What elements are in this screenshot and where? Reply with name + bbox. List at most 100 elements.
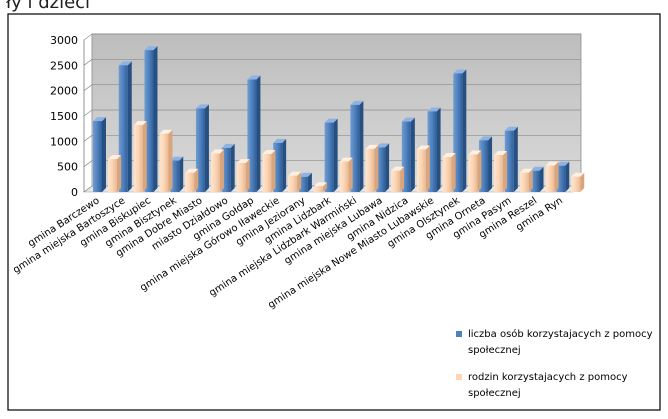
bar-side [271, 150, 276, 192]
bar [365, 148, 375, 192]
bar-side [513, 126, 518, 192]
bar-side [488, 136, 493, 192]
bar-side [400, 166, 405, 192]
bar-side [204, 104, 209, 192]
bar-side [451, 153, 456, 192]
bar-side [245, 159, 250, 192]
bar [144, 50, 154, 193]
bar-top [453, 69, 467, 74]
bar-top [298, 172, 312, 177]
bar-side [282, 138, 287, 192]
bar-side [297, 171, 302, 192]
bar-side [554, 161, 559, 192]
bar-top [247, 75, 261, 80]
bar-top [159, 129, 173, 134]
bar [556, 165, 566, 192]
bar-top [530, 166, 544, 171]
bar-top [468, 150, 482, 155]
bar-top [221, 143, 235, 148]
bar-top [185, 168, 199, 173]
bar [453, 73, 463, 192]
bar [170, 160, 180, 192]
bar-top [376, 143, 390, 148]
y-tick-label: 500 [57, 161, 78, 174]
bar-side [503, 151, 508, 192]
bar-top [494, 151, 508, 156]
bar-side [436, 107, 441, 192]
y-tick-label: 2500 [50, 59, 78, 72]
bar-top [170, 156, 184, 161]
bar-top [313, 182, 327, 187]
bar-side [127, 61, 132, 193]
bar-top [504, 126, 518, 131]
bar-side [230, 143, 235, 192]
bar-top [236, 159, 250, 164]
bar-top [262, 150, 276, 154]
bar-top [339, 157, 353, 162]
bar-top [571, 172, 585, 177]
bar [416, 149, 426, 192]
bar-side [219, 149, 224, 192]
bar-side [348, 157, 353, 192]
bar-side [410, 117, 415, 192]
bar-top [401, 117, 415, 122]
bar-side [117, 155, 121, 192]
bar-side [256, 75, 261, 192]
bar-side [153, 46, 158, 193]
bar [571, 176, 581, 192]
bar [195, 108, 205, 192]
bar [504, 130, 514, 192]
y-tick-label: 2000 [50, 85, 78, 98]
bar [442, 157, 452, 192]
bar-side [539, 166, 544, 192]
bar [262, 154, 272, 192]
legend-entry: liczba osób korzystajacych z pomocy społe… [468, 328, 653, 356]
bar-top [556, 161, 570, 166]
legend-entry: rodzin korzystajacych z pomocy społecznej [468, 372, 628, 399]
bar [93, 121, 102, 192]
legend-swatch [456, 374, 462, 380]
bar-side [385, 143, 390, 192]
bar-top [519, 168, 533, 173]
gridline-side [83, 33, 93, 41]
bar [133, 125, 143, 192]
gridline-side [83, 160, 93, 167]
bar [401, 121, 411, 192]
bar [108, 159, 117, 192]
bar [210, 153, 220, 192]
bar-side [194, 168, 199, 192]
bar-side [307, 172, 312, 192]
bar-top [93, 117, 106, 122]
legend: liczba osób korzystajacych z pomocy społe… [456, 328, 653, 399]
bar-top [545, 161, 559, 166]
y-tick-label: 3000 [50, 34, 78, 47]
bar-side [102, 117, 106, 192]
bar [236, 163, 246, 192]
bar-top [118, 61, 132, 66]
gridline-side [83, 135, 93, 142]
bar [221, 147, 231, 192]
gridline-side [83, 84, 93, 91]
bar [339, 161, 349, 192]
bar-side [374, 144, 379, 192]
bar-top [144, 46, 158, 51]
bar-side [359, 100, 364, 192]
bar [530, 170, 540, 192]
bar [479, 140, 489, 192]
bar-top [479, 136, 493, 141]
bar-side [565, 161, 570, 192]
bar [288, 175, 298, 192]
legend-swatch [456, 331, 462, 337]
bar-side [580, 172, 585, 192]
bar [118, 65, 128, 192]
bar [519, 172, 529, 192]
bar [468, 154, 478, 192]
gridline-side [83, 109, 93, 117]
bar-top [133, 121, 147, 126]
gridline-side [83, 185, 93, 193]
bar [427, 111, 437, 192]
bar [545, 165, 555, 192]
y-tick-label: 1000 [50, 135, 78, 148]
bar-side [477, 150, 482, 192]
plot-area [83, 33, 585, 193]
